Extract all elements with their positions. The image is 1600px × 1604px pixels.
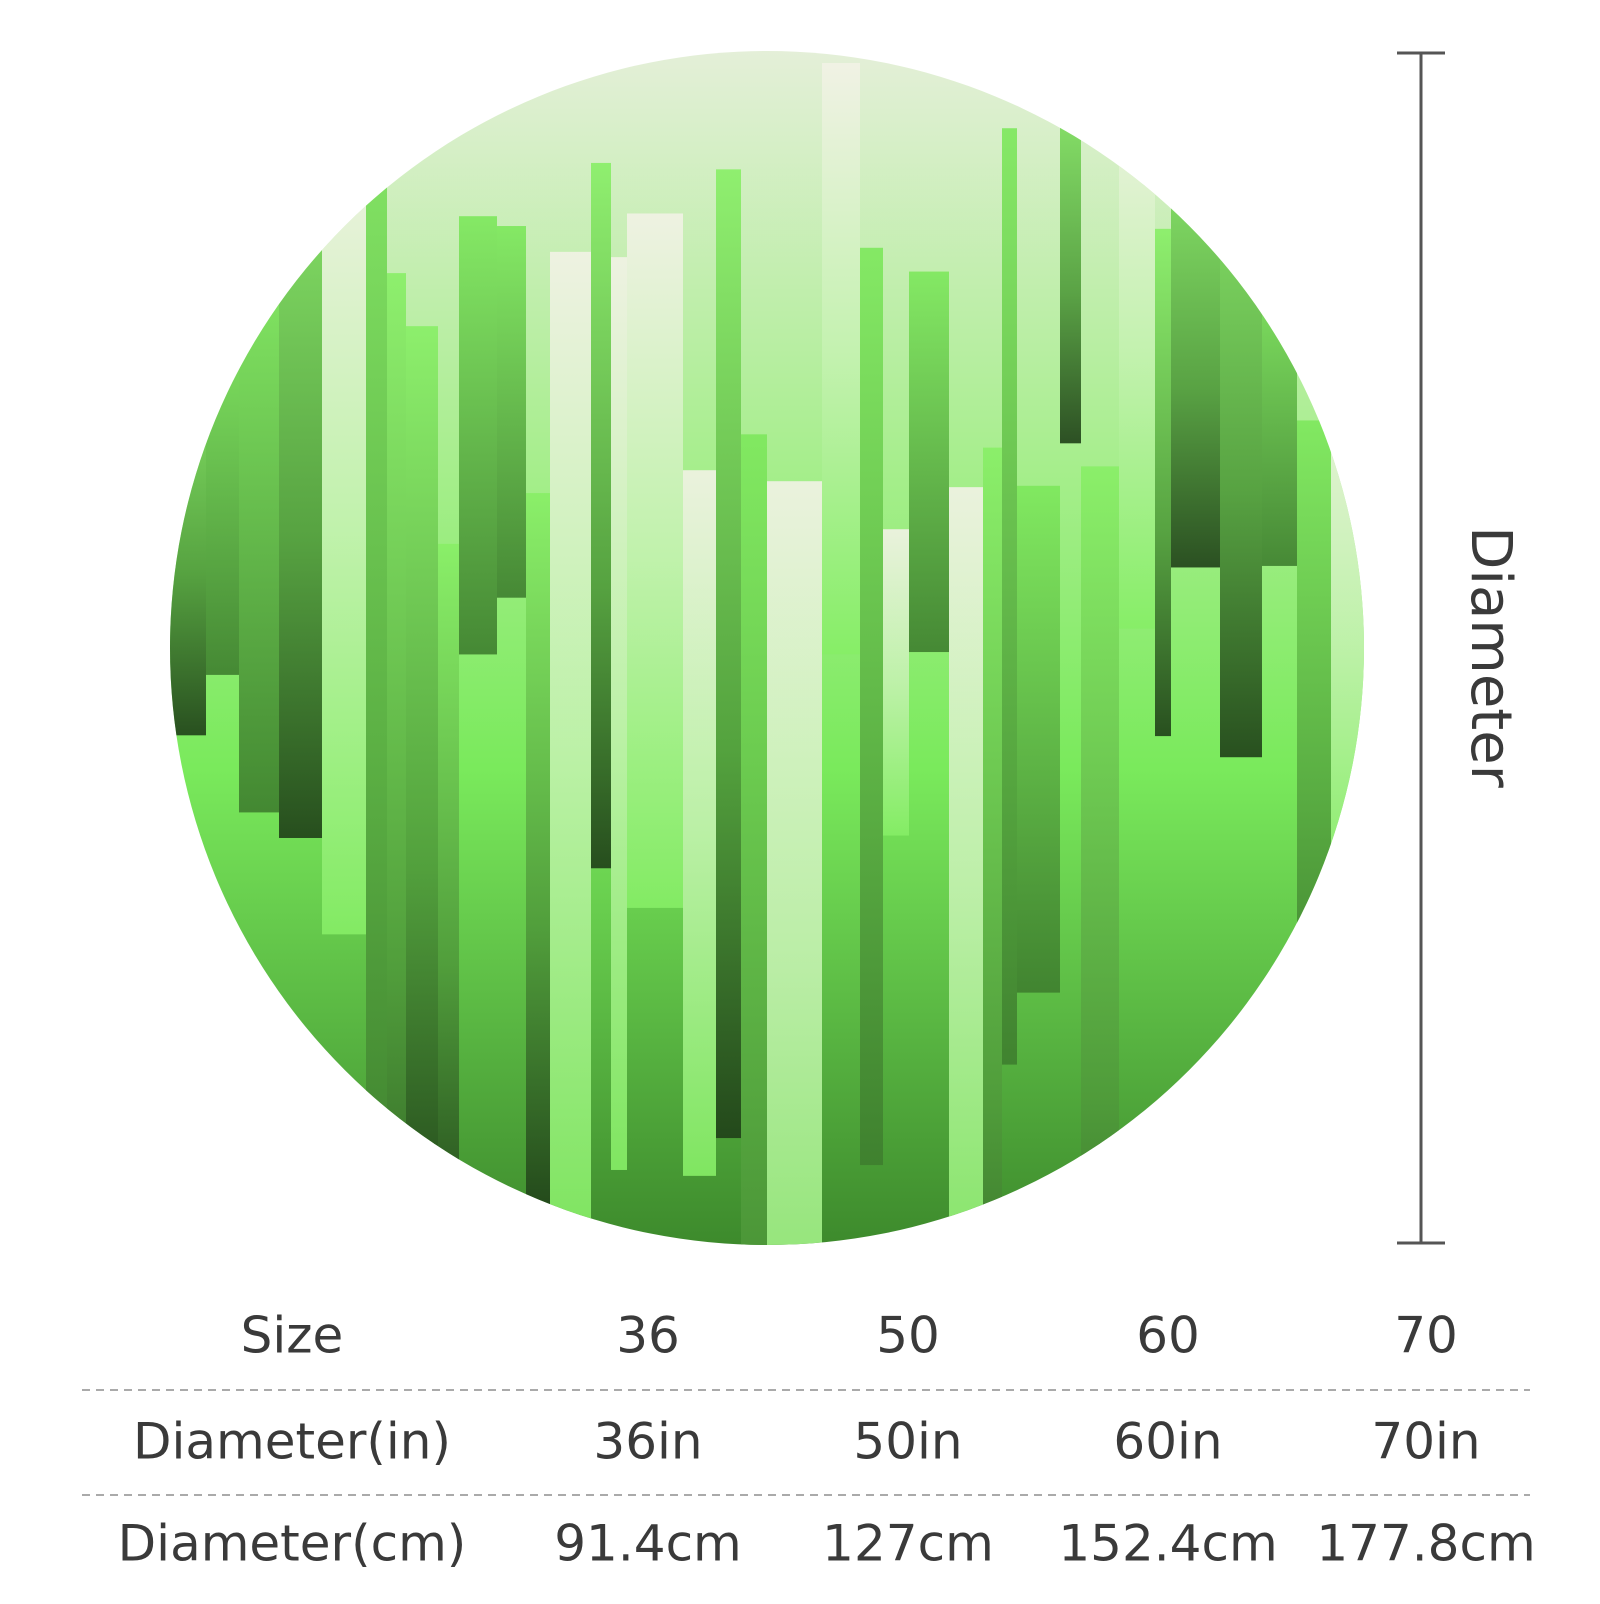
stripe xyxy=(438,543,459,1245)
table-cell: 50 xyxy=(876,1307,940,1365)
table-cell: 91.4cm xyxy=(554,1515,742,1573)
diameter-label: Diameter xyxy=(1458,526,1523,788)
stripe xyxy=(279,89,322,838)
stripe xyxy=(526,493,550,1217)
table-cell: 177.8cm xyxy=(1316,1515,1535,1573)
stripe xyxy=(1155,228,1171,737)
stripe xyxy=(497,226,526,598)
stripe xyxy=(170,331,206,736)
stripe xyxy=(949,487,983,1245)
stripe xyxy=(239,256,279,813)
stripe xyxy=(1060,69,1081,444)
stripe xyxy=(741,434,767,1245)
stripe xyxy=(983,447,1002,1245)
stripe xyxy=(1171,119,1220,568)
stripe xyxy=(591,162,611,869)
stripe xyxy=(1331,370,1364,912)
table-cell: 36in xyxy=(593,1413,702,1471)
table-cell: 127cm xyxy=(822,1515,994,1573)
stripe xyxy=(459,216,497,655)
stripe xyxy=(683,470,716,1176)
table-cell: 60 xyxy=(1136,1307,1200,1365)
row-header: Diameter(in) xyxy=(133,1413,451,1471)
stripe xyxy=(1081,466,1119,1245)
rug xyxy=(170,51,1364,1245)
stripe xyxy=(627,213,683,908)
stripe xyxy=(366,76,387,1222)
stripe xyxy=(1262,258,1297,566)
stripe xyxy=(1297,420,1331,1025)
stripe xyxy=(716,169,741,1139)
stripe xyxy=(1002,128,1017,1065)
stripe xyxy=(206,304,239,675)
stripe xyxy=(909,271,949,653)
table-cell: 152.4cm xyxy=(1058,1515,1277,1573)
table-cell: 70 xyxy=(1394,1307,1458,1365)
stripe xyxy=(767,481,822,1245)
stripe xyxy=(322,129,366,935)
row-header: Diameter(cm) xyxy=(118,1515,467,1573)
row-header: Size xyxy=(241,1307,344,1365)
stripe xyxy=(611,257,627,1170)
stripe xyxy=(406,326,438,1231)
size-table: Size 36 50 60 70 Diameter(in) 36in 50in 60in 70in… xyxy=(118,1307,1536,1573)
stripe xyxy=(550,251,591,1235)
table-cell: 70in xyxy=(1371,1413,1480,1471)
table-cell: 50in xyxy=(853,1413,962,1471)
stripe xyxy=(860,247,883,1166)
table-cell: 36 xyxy=(616,1307,680,1365)
stripe xyxy=(1017,485,1060,993)
stripe xyxy=(1220,94,1262,758)
stripe xyxy=(883,529,909,836)
stripe xyxy=(822,63,860,655)
stripe xyxy=(387,273,406,1245)
stripe xyxy=(1119,77,1155,629)
table-cell: 60in xyxy=(1113,1413,1222,1471)
